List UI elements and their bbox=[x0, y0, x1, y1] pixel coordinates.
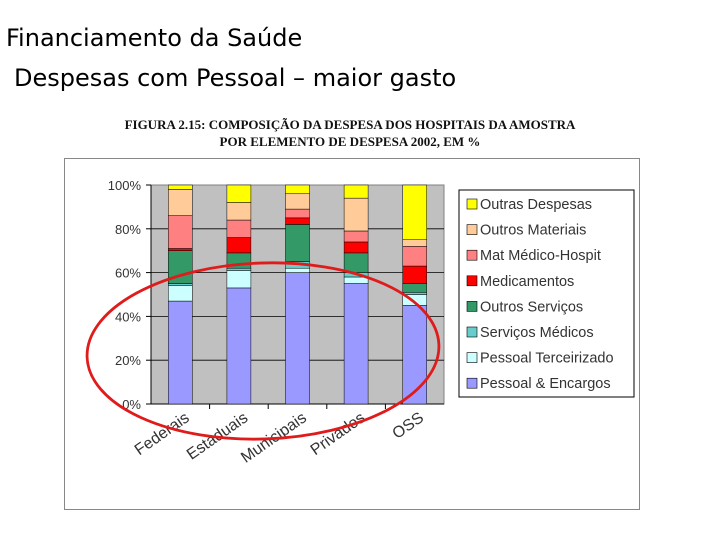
bar-segment-mat-medico-hospit-oss bbox=[402, 246, 427, 267]
bar-segment-outras-despesas-estaduais bbox=[226, 184, 252, 203]
legend-box bbox=[458, 189, 635, 398]
bar-segment-pessoal-encargos-federais bbox=[168, 300, 193, 405]
legend-swatch-pessoal-encargos bbox=[466, 377, 478, 389]
y-tick-label: 0% bbox=[122, 397, 141, 412]
bar-segment-pessoal-terceirizado-privados bbox=[343, 276, 369, 284]
chart-frame: 0% 20% 40% 60% 80% 100% Federais Estaduais Munic… bbox=[64, 158, 640, 510]
legend-swatch-outros-materiais bbox=[466, 224, 478, 235]
bar-segment-outros-materiais-oss bbox=[402, 239, 427, 247]
bar-segment-outros-materiais-estaduais bbox=[226, 202, 252, 221]
bar-segment-mat-medico-hospit-privados bbox=[343, 230, 369, 243]
legend-swatch-pessoal-terceirizado bbox=[466, 352, 478, 363]
bar-segment-outras-despesas-municipais bbox=[285, 184, 310, 195]
y-tick-label: 20% bbox=[115, 353, 141, 368]
legend-swatch-servicos-medicos bbox=[466, 326, 478, 338]
y-tick-label: 80% bbox=[115, 222, 141, 237]
y-tick-label: 40% bbox=[115, 309, 141, 324]
bar-segment-outros-servicos-oss bbox=[402, 283, 427, 293]
legend-swatch-outras-despesas bbox=[466, 198, 478, 210]
bar-segment-outras-despesas-privados bbox=[343, 184, 369, 199]
bar-segment-medicamentos-municipais bbox=[285, 217, 310, 225]
bar-segment-mat-medico-hospit-estaduais bbox=[226, 219, 252, 238]
legend-label: Outros Serviços bbox=[480, 299, 583, 315]
figure-caption: FIGURA 2.15: COMPOSIÇÃO DA DESPESA DOS H… bbox=[100, 116, 600, 150]
figure-caption-line2: POR ELEMENTO DE DESPESA 2002, EM % bbox=[219, 134, 481, 149]
legend-swatch-mat-medico-hospit bbox=[466, 249, 478, 261]
legend-label: Pessoal & Encargos bbox=[480, 376, 611, 392]
legend-label: Mat Médico-Hospit bbox=[480, 248, 601, 264]
legend-label: Outras Despesas bbox=[480, 197, 592, 213]
bar-segment-medicamentos-oss bbox=[402, 265, 427, 284]
bar-segment-outros-servicos-privados bbox=[343, 252, 369, 273]
slide-title: Financiamento da Saúde bbox=[6, 24, 303, 52]
legend-label: Outros Materiais bbox=[480, 223, 586, 239]
stacked-bar-chart: 0%20%40%60%80%100%FederaisEstaduaisMunic… bbox=[85, 178, 635, 467]
bar-segment-medicamentos-federais bbox=[168, 248, 193, 251]
bar-segment-pessoal-encargos-oss bbox=[402, 305, 427, 405]
bar-segment-pessoal-encargos-estaduais bbox=[226, 287, 252, 405]
legend-swatch-medicamentos bbox=[466, 275, 478, 287]
y-tick-label: 60% bbox=[115, 266, 141, 281]
bar-segment-pessoal-terceirizado-estaduais bbox=[226, 270, 252, 289]
bar-segment-outras-despesas-oss bbox=[402, 184, 427, 240]
bar-segment-pessoal-terceirizado-municipais bbox=[285, 267, 310, 273]
bar-segment-pessoal-terceirizado-federais bbox=[168, 285, 193, 302]
bar-segment-servicos-medicos-federais bbox=[168, 283, 193, 286]
bar-segment-outros-materiais-privados bbox=[343, 197, 369, 232]
bar-segment-mat-medico-hospit-federais bbox=[168, 215, 193, 249]
legend-label: Medicamentos bbox=[480, 274, 574, 290]
bar-segment-pessoal-encargos-municipais bbox=[285, 272, 310, 405]
x-tick-label: OSS bbox=[390, 409, 427, 442]
y-tick-label: 100% bbox=[108, 178, 142, 193]
bar-segment-medicamentos-estaduais bbox=[226, 237, 252, 254]
bar-segment-mat-medico-hospit-municipais bbox=[285, 208, 310, 219]
legend-label: Pessoal Terceirizado bbox=[480, 351, 614, 367]
bar-segment-outros-materiais-federais bbox=[168, 189, 193, 216]
bar-segment-outras-despesas-federais bbox=[168, 184, 193, 190]
slide-subtitle: Despesas com Pessoal – maior gasto bbox=[14, 64, 457, 92]
legend-swatch-outros-servicos bbox=[466, 301, 478, 312]
figure-caption-line1: FIGURA 2.15: COMPOSIÇÃO DA DESPESA DOS H… bbox=[124, 117, 576, 132]
highlight-ellipse-annotation bbox=[85, 261, 441, 441]
bar-segment-pessoal-encargos-privados bbox=[343, 283, 369, 405]
bar-segment-outros-materiais-municipais bbox=[285, 193, 310, 210]
bar-segment-servicos-medicos-estaduais bbox=[226, 267, 252, 271]
legend-label: Serviços Médicos bbox=[480, 325, 594, 341]
bar-segment-medicamentos-privados bbox=[343, 241, 369, 254]
bar-segment-outros-servicos-municipais bbox=[285, 224, 310, 262]
bar-segment-servicos-medicos-oss bbox=[402, 292, 427, 295]
